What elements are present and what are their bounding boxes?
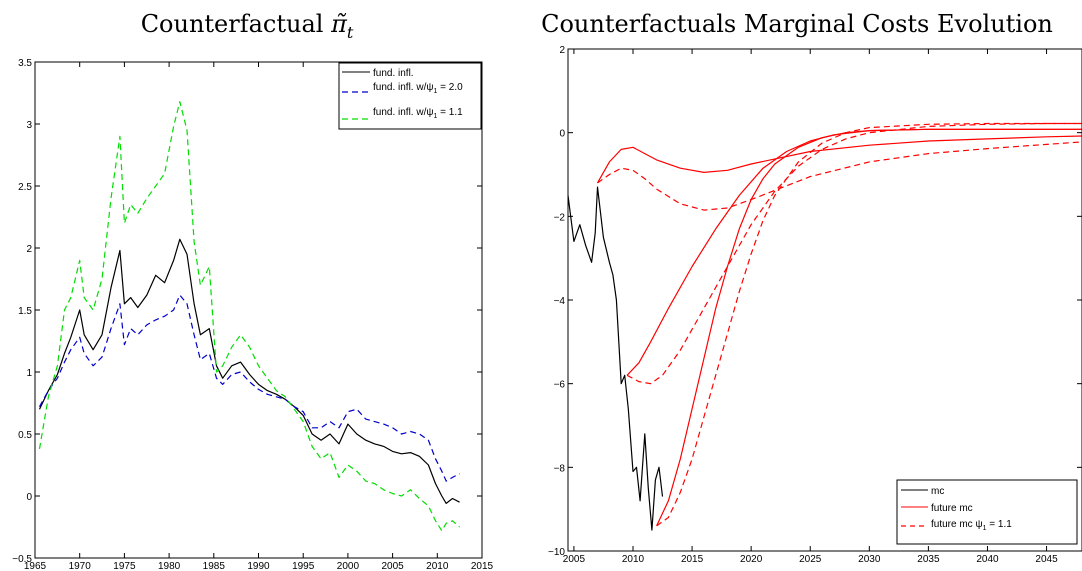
x-tick-label: 1970	[69, 561, 92, 571]
x-tick-label: 2010	[622, 554, 645, 565]
y-tick-label: 0.5	[18, 430, 32, 441]
y-tick-label: −2	[554, 212, 566, 223]
x-tick-label: 2045	[1035, 554, 1058, 565]
left-chart: Counterfactual π̃t 1965 1970 1975 1980 1985 1…	[12, 10, 493, 571]
x-tick-label: 1985	[203, 561, 226, 571]
left-chart-lines	[38, 101, 460, 532]
y-tick-label: 2	[559, 45, 565, 56]
x-tick-label: 2015	[681, 554, 704, 565]
right-chart-title: Counterfactuals Marginal Costs Evolution	[541, 10, 1053, 38]
x-tick-label: 2040	[976, 554, 999, 565]
series-line-0	[567, 186, 664, 531]
x-tick-label: 2015	[471, 561, 494, 571]
y-tick-label: −4	[554, 296, 566, 307]
series-line-1	[38, 294, 460, 482]
y-tick-label: 2.5	[18, 182, 32, 193]
y-tick-label: −10	[548, 547, 565, 558]
right-chart-legend: mc future mc future mc ψ1 = 1.1	[896, 479, 1078, 545]
y-tick-label: 1.5	[18, 306, 32, 317]
y-tick-label: 2	[26, 244, 32, 255]
right-chart: Counterfactuals Marginal Costs Evolution…	[541, 10, 1082, 565]
left-chart-frame	[34, 61, 483, 559]
right-legend-label-2: future mc ψ1 = 1.1	[931, 519, 1012, 532]
right-chart-frame	[567, 48, 1082, 552]
right-legend-label-0: mc	[931, 486, 944, 497]
y-tick-label: 0	[559, 129, 565, 140]
left-chart-ticks: 1965 1970 1975 1980 1985 1990 1995 2000 2005 2010…	[12, 58, 493, 571]
series-line-2	[597, 141, 1082, 211]
x-tick-label: 2035	[917, 554, 940, 565]
x-tick-label: 2030	[858, 554, 881, 565]
series-line-2	[38, 101, 460, 532]
y-tick-label: −6	[554, 380, 566, 391]
x-tick-label: 2000	[337, 561, 360, 571]
y-tick-label: 3.5	[18, 58, 32, 69]
y-tick-label: 0	[26, 492, 32, 503]
x-tick-label: 2005	[381, 561, 404, 571]
left-chart-title: Counterfactual π̃t	[141, 10, 354, 42]
x-tick-label: 1975	[113, 561, 136, 571]
x-tick-label: 2020	[740, 554, 763, 565]
series-line-0	[38, 238, 460, 504]
series-line-4	[626, 122, 1082, 385]
x-tick-label: 2005	[563, 554, 586, 565]
right-legend-box	[896, 479, 1078, 545]
left-legend-label-0: fund. infl.	[373, 68, 414, 79]
x-tick-label: 2010	[426, 561, 449, 571]
series-line-3	[626, 128, 1082, 376]
x-tick-label: 2025	[799, 554, 822, 565]
x-tick-label: 1990	[247, 561, 270, 571]
y-tick-label: 3	[26, 120, 32, 131]
left-chart-legend: fund. infl. fund. infl. w/ψ1 = 2.0 fund.…	[338, 62, 482, 130]
series-line-5	[656, 128, 1082, 527]
right-legend-label-1: future mc	[931, 503, 973, 514]
x-tick-label: 1965	[24, 561, 47, 571]
y-tick-label: −0.5	[12, 554, 32, 565]
y-tick-label: −8	[554, 463, 566, 474]
x-tick-label: 1995	[292, 561, 315, 571]
left-legend-box	[338, 62, 482, 130]
y-tick-label: 1	[26, 368, 32, 379]
left-legend-label-1: fund. infl. w/ψ1 = 2.0	[373, 82, 463, 95]
left-legend-label-2: fund. infl. w/ψ1 = 1.1	[373, 107, 463, 120]
right-chart-lines	[567, 122, 1082, 531]
series-line-6	[656, 122, 1082, 527]
x-tick-label: 1980	[158, 561, 181, 571]
series-line-1	[596, 135, 1082, 184]
